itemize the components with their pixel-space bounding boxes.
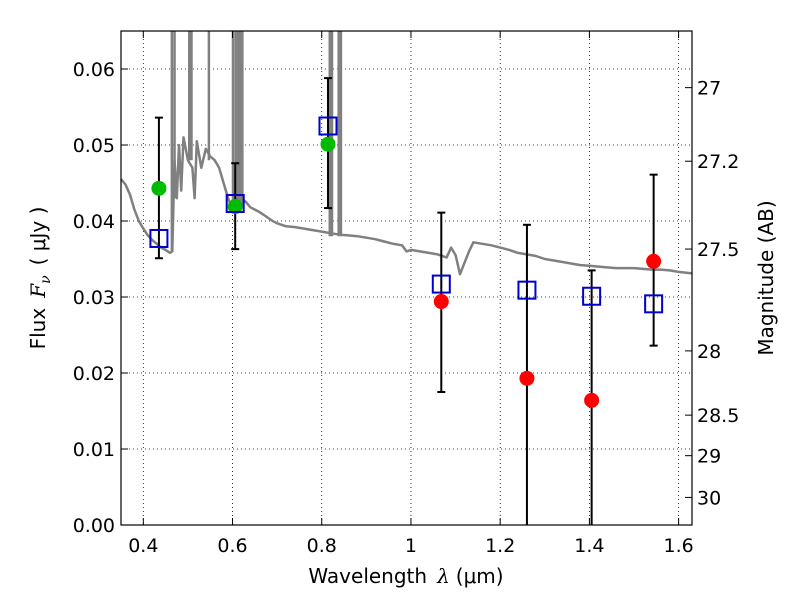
model-photometry-square (149, 228, 169, 248)
model-photometry-square (517, 280, 537, 300)
y-axis-label-prefix: Flux (26, 308, 50, 350)
magnitude-tick-label: 27.5 (697, 239, 739, 261)
model-photometry-square (582, 286, 602, 306)
magnitude-tick-label: 30 (697, 487, 721, 509)
y-axis-ticks: 0.00 0.01 0.02 0.03 0.04 0.05 0.06 (73, 59, 128, 537)
detection-point (227, 199, 243, 215)
y-tick-label: 0.03 (73, 287, 115, 309)
y-axis-label-unit: ( μJy ) (26, 207, 50, 266)
x-tick-label: 1.6 (664, 535, 694, 557)
y-tick-label: 0.06 (73, 59, 115, 81)
y-tick-label: 0.00 (73, 515, 115, 537)
y-axis-label: Flux Fν ( μJy ) (26, 207, 54, 350)
magnitude-tick-label: 27.2 (697, 151, 739, 173)
x-axis-label-unit: (μm) (456, 564, 504, 588)
x-tick-label: 1.2 (485, 535, 515, 557)
sed-continuum-line (120, 136, 693, 276)
x-axis-ticks: 0.4 0.6 0.8 1 1.2 1.4 1.6 (128, 31, 694, 557)
x-axis-label: Wavelength λ (μm) (308, 564, 503, 588)
detection-point (320, 136, 336, 152)
model-photometry-square (431, 274, 451, 294)
data-points (149, 116, 664, 408)
nondetection-point (433, 294, 449, 310)
plot-background (121, 31, 692, 525)
magnitude-tick-label: 27 (697, 78, 721, 100)
x-tick-label: 1.4 (574, 535, 604, 557)
y-axis-label-symbol: F (26, 283, 50, 299)
magnitude-tick-label: 28 (697, 341, 721, 363)
x-tick-label: 0.4 (128, 535, 158, 557)
magnitude-axis-ticks: 27 27.2 27.5 28 28.5 29 30 (685, 78, 739, 509)
model-photometry-square (644, 294, 664, 314)
magnitude-tick-label: 29 (697, 446, 721, 468)
y-tick-label: 0.02 (73, 363, 115, 385)
magnitude-axis-label: Magnitude (AB) (754, 200, 778, 355)
x-tick-label: 1 (405, 535, 417, 557)
nondetection-point (519, 370, 535, 386)
x-axis-label-prefix: Wavelength (308, 564, 427, 588)
detection-point (151, 180, 167, 196)
model-photometry-square (318, 116, 338, 136)
y-tick-label: 0.01 (73, 439, 115, 461)
magnitude-tick-label: 28.5 (697, 405, 739, 427)
x-tick-label: 0.6 (217, 535, 247, 557)
nondetection-point (646, 253, 662, 269)
nondetection-point (584, 392, 600, 408)
y-tick-label: 0.05 (73, 135, 115, 157)
plot-frame (120, 30, 693, 526)
y-axis-label-subscript: ν (38, 275, 54, 284)
x-tick-label: 0.8 (307, 535, 337, 557)
x-axis-label-symbol: λ (436, 564, 450, 588)
model-photometry-square (225, 194, 245, 214)
y-tick-label: 0.04 (73, 211, 115, 233)
